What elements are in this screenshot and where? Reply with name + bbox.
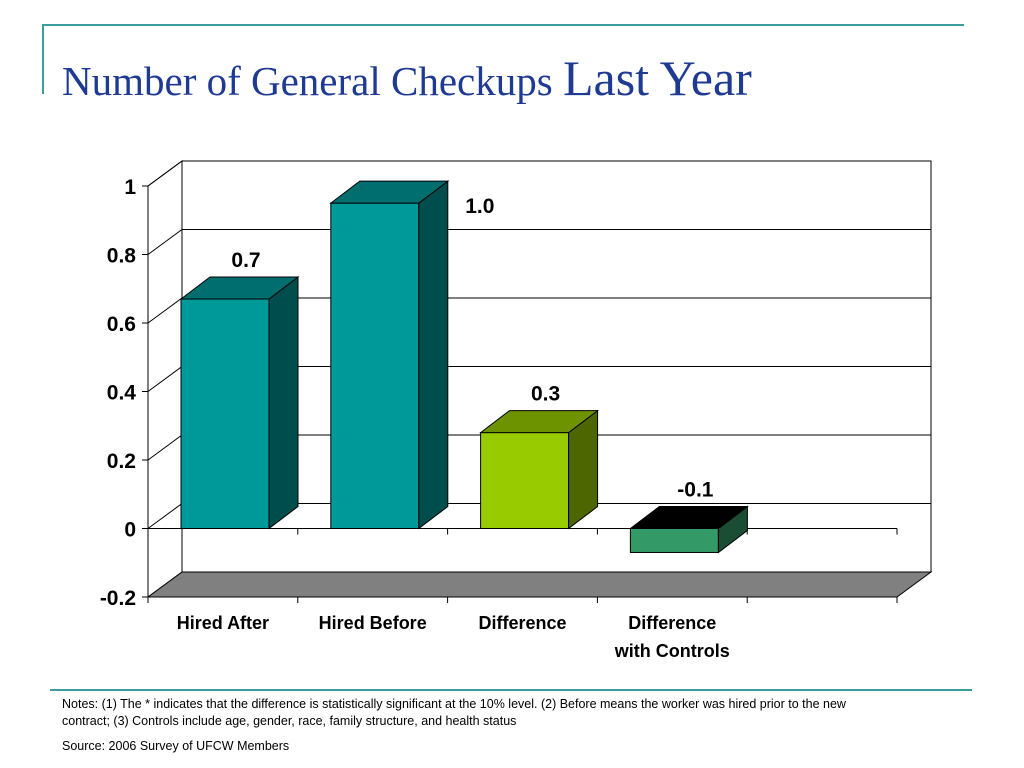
y-tick-label: -0.2 — [100, 587, 136, 610]
gridline — [147, 229, 931, 255]
bar-front — [629, 528, 719, 553]
value-label: 1.0 — [465, 195, 494, 218]
y-tick-label: 0.2 — [107, 450, 136, 473]
bar-front — [330, 202, 420, 529]
x-tick-label: with Controls — [614, 641, 730, 661]
y-tick-label: 0.4 — [107, 382, 137, 405]
floor-plane — [146, 571, 933, 598]
bottom-rule — [50, 689, 972, 691]
bar-chart: 0.7 1.0 0.3 -0.1 1 0.8 0.6 0.4 0.2 0 -0.2 Hired A… — [100, 160, 933, 661]
x-tick-labels: Hired After Hired Before Difference Differe… — [177, 613, 730, 661]
value-labels: 0.7 1.0 0.3 -0.1 — [231, 195, 713, 501]
x-tick-label: Difference — [478, 613, 566, 633]
notes-text: Notes: (1) The * indicates that the diff… — [62, 697, 846, 728]
gridline — [147, 160, 931, 187]
slide-title: Number of General Checkups Last Year — [62, 48, 752, 108]
bar-top — [479, 410, 600, 434]
bar-side — [268, 276, 299, 530]
y-tick-label: 1 — [124, 176, 136, 199]
bar-front — [180, 298, 270, 529]
y-tick-label: 0.8 — [107, 245, 137, 268]
bar-front — [480, 432, 570, 530]
x-tick-label: Hired Before — [319, 613, 427, 633]
bar — [179, 276, 300, 530]
bar — [628, 505, 749, 554]
title-part-1: Number of General Checkups — [62, 58, 553, 104]
y-tick-labels: 1 0.8 0.6 0.4 0.2 0 -0.2 — [100, 176, 137, 610]
x-tick-label: Difference — [628, 613, 716, 633]
left-rule — [42, 24, 44, 94]
x-tick-label: Hired After — [177, 613, 269, 633]
bar — [329, 180, 450, 530]
bar-top — [329, 180, 450, 204]
bar-top — [628, 506, 749, 529]
y-tick-label: 0.6 — [107, 313, 136, 336]
bar-side — [418, 180, 449, 530]
source-text: Source: 2006 Survey of UFCW Members — [62, 739, 290, 753]
title-part-2: Last Year — [562, 50, 752, 106]
top-rule — [42, 24, 964, 26]
bars — [179, 180, 749, 554]
chart-floor — [146, 571, 933, 598]
value-label: 0.3 — [531, 383, 560, 406]
bar-top — [179, 276, 300, 300]
value-label: -0.1 — [677, 479, 714, 502]
bar — [479, 409, 600, 530]
value-label: 0.7 — [231, 249, 260, 272]
y-tick-label: 0 — [124, 519, 136, 542]
